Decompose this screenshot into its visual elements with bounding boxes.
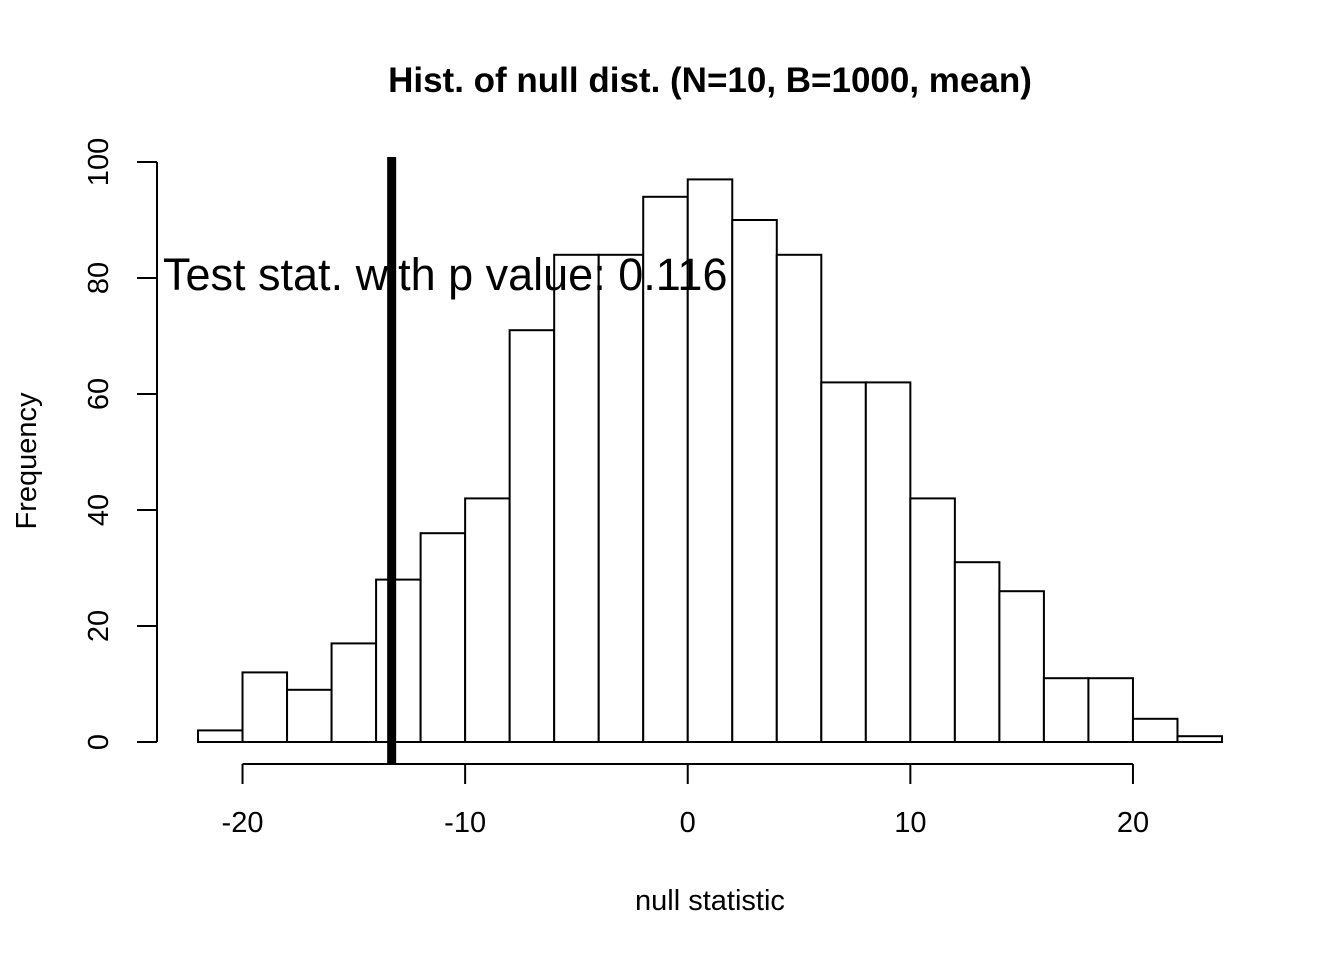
histogram-bar (464, 497, 511, 743)
y-tick-label: 100 (83, 138, 115, 186)
chart-title: Hist. of null dist. (N=10, B=1000, mean) (388, 61, 1032, 100)
histogram-bar (864, 381, 912, 743)
x-tick-label: 0 (680, 807, 696, 839)
histogram-bar (197, 729, 244, 744)
histogram-bar (375, 578, 422, 743)
histogram-bar (820, 381, 867, 743)
histogram-bars (197, 178, 1224, 744)
histogram-bar (508, 329, 556, 743)
x-axis: -20 -10 0 10 20 (222, 763, 1149, 839)
histogram-bar (731, 219, 778, 743)
histogram-bar (1131, 717, 1179, 743)
y-tick-label: 60 (83, 378, 115, 410)
histogram-bar (998, 590, 1045, 744)
histogram-bar (1042, 677, 1090, 744)
x-tick-label: -20 (222, 807, 264, 839)
y-tick-label: 0 (83, 734, 115, 750)
y-tick-label: 40 (83, 494, 115, 526)
histogram-bar (419, 532, 467, 744)
histogram-bar (775, 253, 823, 744)
y-tick-label: 20 (83, 610, 115, 642)
y-axis-label: Frequency (11, 392, 43, 530)
y-tick-label: 80 (83, 262, 115, 294)
histogram-bar (953, 561, 1001, 744)
x-tick-label: -10 (444, 807, 486, 839)
histogram-bar (686, 178, 734, 743)
histogram-bar (286, 688, 333, 743)
x-tick-label: 20 (1117, 807, 1149, 839)
histogram-bar (1087, 677, 1134, 744)
x-tick-label: 10 (894, 807, 926, 839)
y-axis: 0 20 40 60 80 100 (83, 138, 158, 750)
histogram-bar (1176, 735, 1224, 744)
histogram-bar (330, 642, 378, 744)
histogram-bar (553, 253, 600, 744)
histogram-bar (642, 195, 689, 744)
histogram-bar (909, 497, 956, 743)
histogram-bar (241, 671, 289, 744)
histogram-bar (597, 253, 645, 744)
x-axis-label: null statistic (635, 885, 785, 917)
p-value-annotation: Test stat. with p value: 0.116 (163, 249, 727, 300)
